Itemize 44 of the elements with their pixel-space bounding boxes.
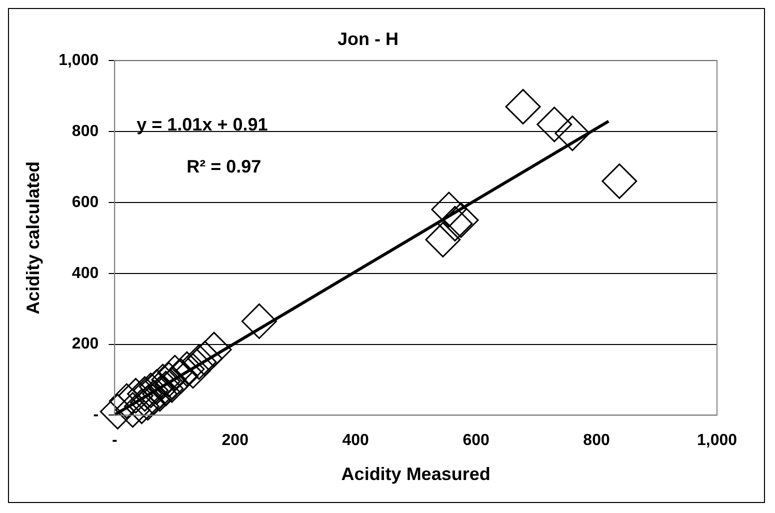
point <box>554 116 590 152</box>
point <box>157 354 193 390</box>
y-axis-title: Acidity calculated <box>22 161 43 314</box>
y-tick-label: 1,000 <box>58 52 99 70</box>
point <box>196 332 232 368</box>
y-tick-label: 600 <box>72 194 99 211</box>
y-tick-label: 800 <box>72 122 99 140</box>
y-tick-label: 200 <box>72 336 99 353</box>
point <box>127 376 163 412</box>
point <box>443 202 479 238</box>
x-axis-title: Acidity Measured <box>341 464 490 484</box>
point <box>602 163 638 199</box>
x-tick-label: 600 <box>462 432 490 450</box>
point <box>108 383 144 419</box>
point <box>142 376 178 412</box>
point <box>175 353 211 389</box>
point <box>100 394 136 430</box>
point <box>130 385 166 421</box>
point <box>505 88 541 124</box>
x-tick-label: 800 <box>583 432 610 450</box>
annotation: y = 1.01x + 0.91 <box>136 114 268 135</box>
point <box>181 344 217 380</box>
point <box>148 370 184 406</box>
point <box>145 364 181 400</box>
point <box>118 378 154 414</box>
point <box>169 351 205 387</box>
x-tick-label: - <box>112 432 118 450</box>
point <box>437 206 473 242</box>
point <box>151 362 187 398</box>
x-tick-label: 400 <box>342 432 370 450</box>
x-tick-label: 200 <box>222 432 249 450</box>
chart-title: Jon - H <box>338 28 398 49</box>
y-tick-label: - <box>93 406 99 424</box>
x-tick-label: 1,000 <box>696 432 738 450</box>
point <box>187 340 223 376</box>
point <box>431 192 467 228</box>
point <box>133 372 169 408</box>
point <box>425 222 461 258</box>
point <box>536 106 572 142</box>
point <box>124 388 160 424</box>
point <box>114 392 150 428</box>
y-tick-label: 400 <box>72 264 99 282</box>
point <box>241 303 277 339</box>
annotation: R² = 0.97 <box>186 156 262 177</box>
